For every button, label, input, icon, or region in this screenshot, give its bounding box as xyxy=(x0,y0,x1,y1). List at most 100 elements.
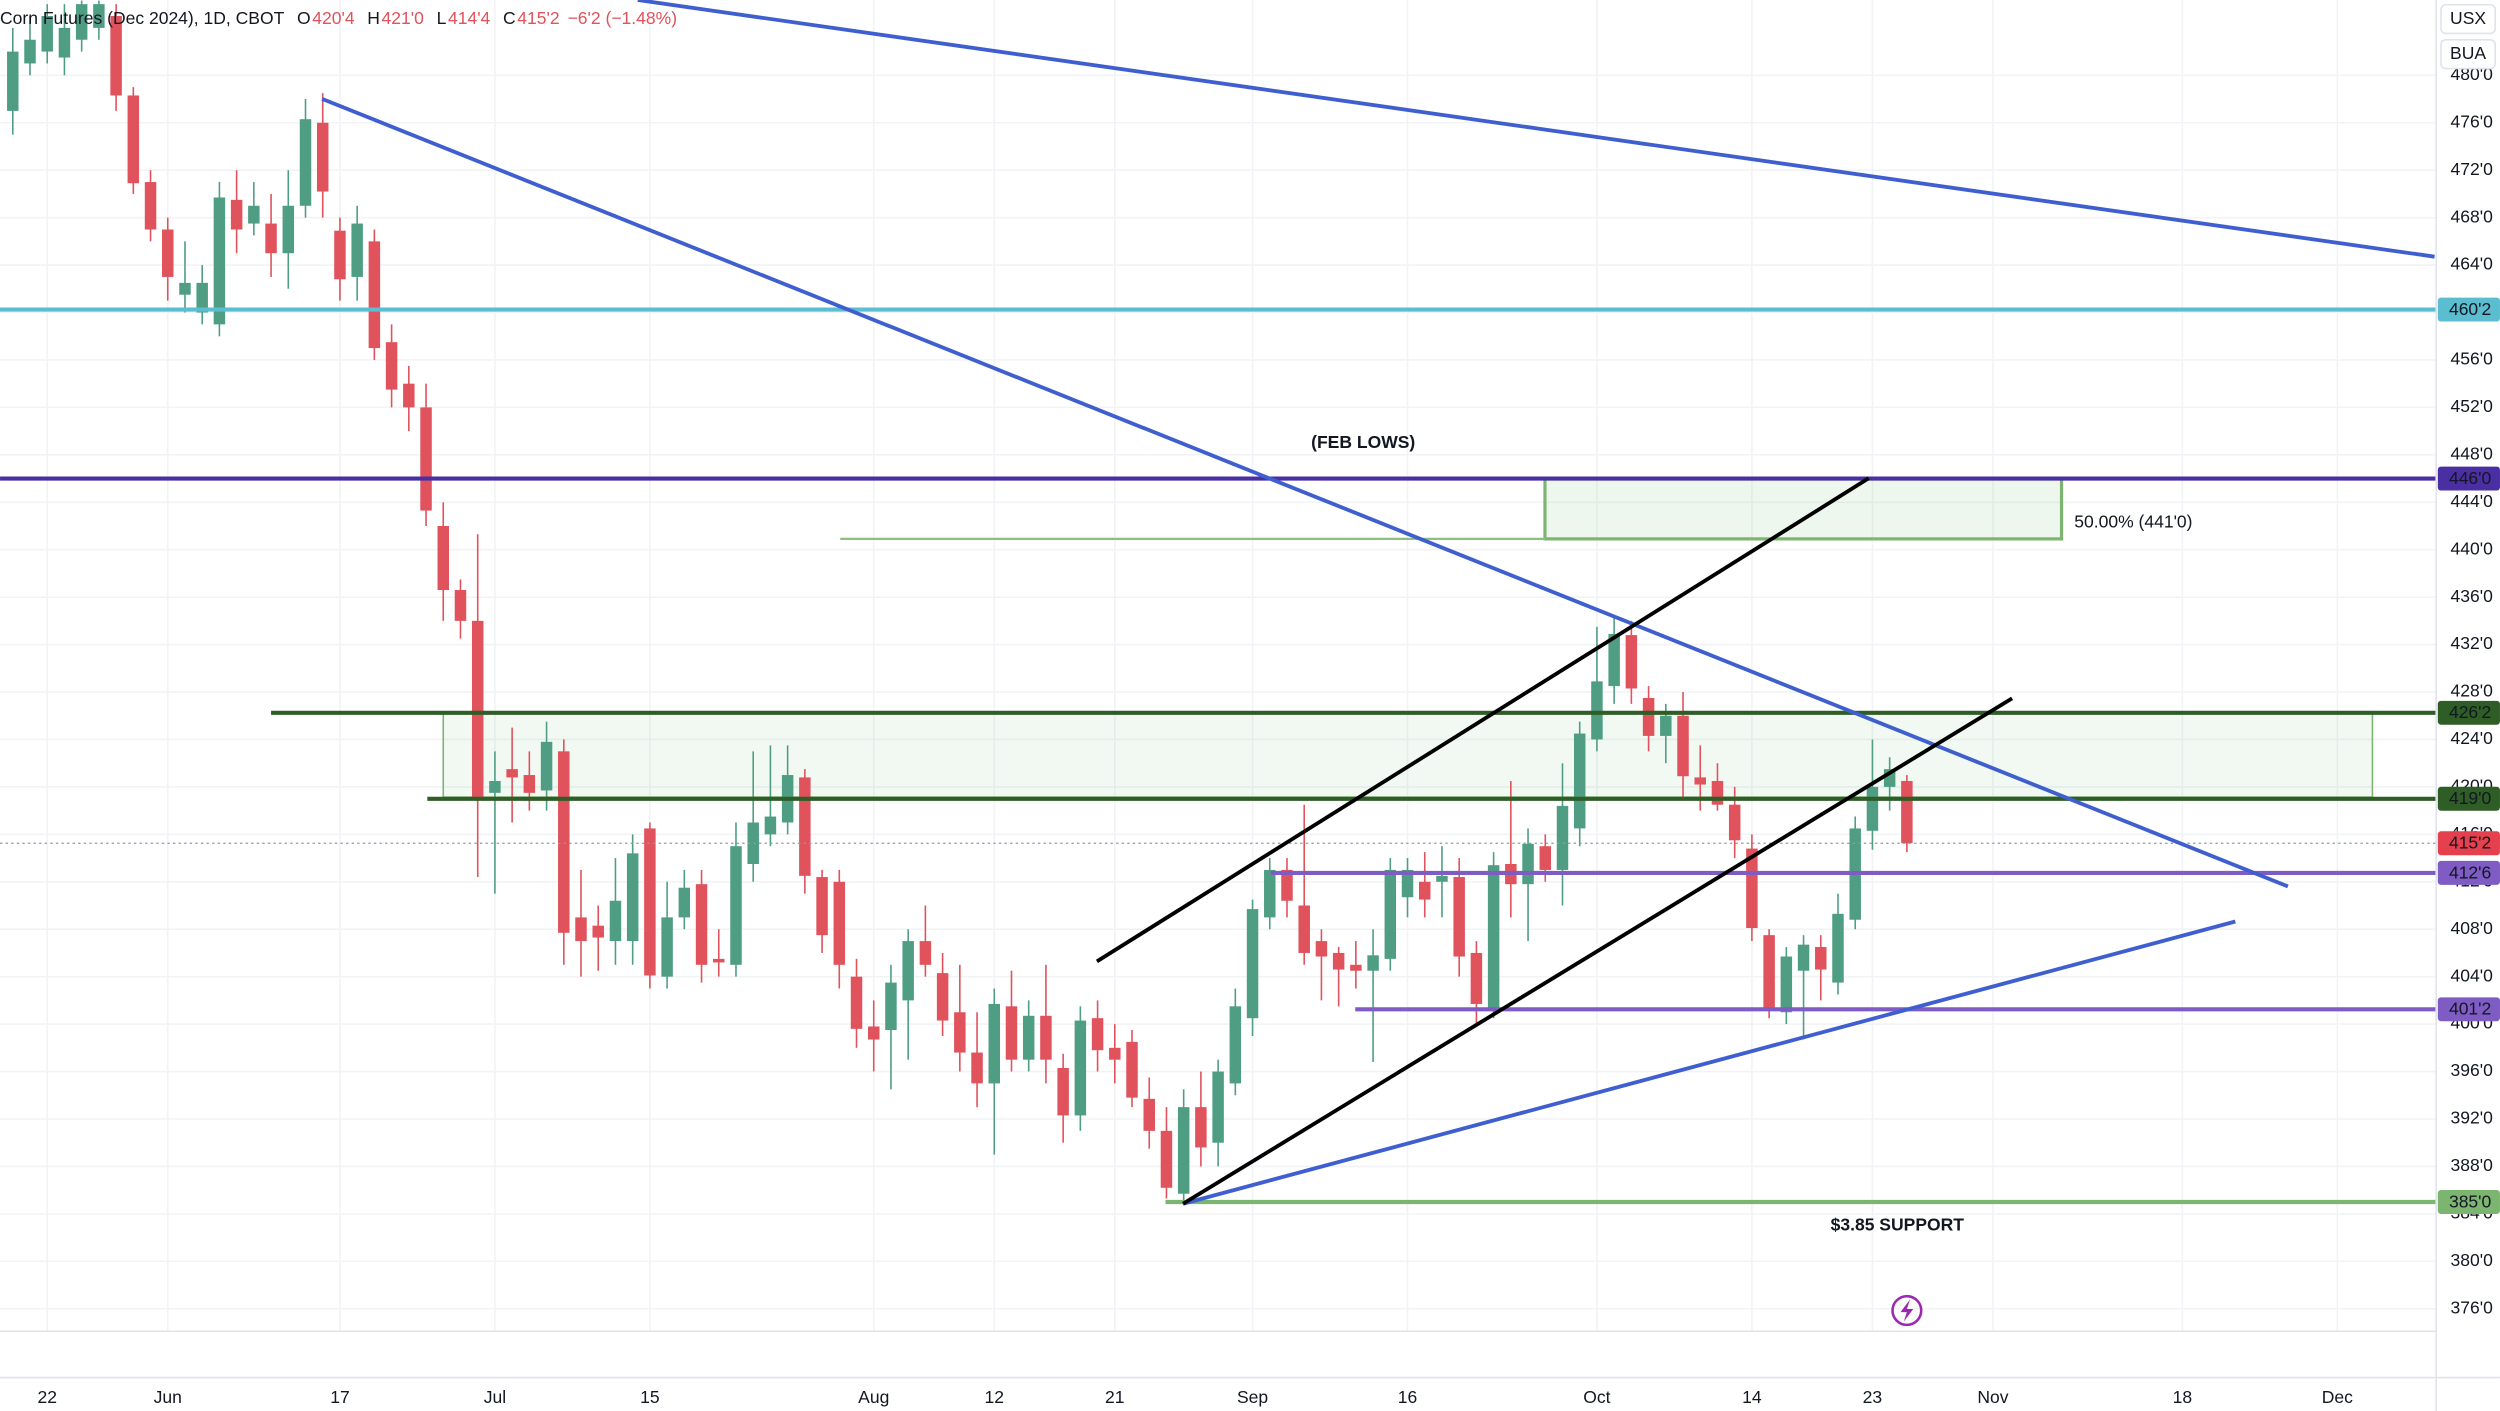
header-key: H xyxy=(367,8,380,28)
consolidation-zone xyxy=(442,711,2374,798)
y-tick-label: 380'0 xyxy=(2451,1250,2494,1270)
candle-body xyxy=(1246,909,1259,1019)
y-tick-label: 424'0 xyxy=(2451,728,2494,748)
candle-body xyxy=(1660,715,1672,736)
x-tick-label: 17 xyxy=(330,1387,349,1407)
candle-body xyxy=(1126,1041,1138,1098)
level-badge xyxy=(2437,997,2500,1022)
candle-body xyxy=(437,525,449,591)
candle-body xyxy=(1419,881,1431,900)
candle-body xyxy=(179,282,191,295)
header-key: C xyxy=(503,8,516,28)
candle-body xyxy=(1005,1006,1018,1060)
y-tick-label: 472'0 xyxy=(2451,159,2494,179)
candle-body xyxy=(1522,843,1534,885)
header-value: 420'4 xyxy=(312,8,355,28)
candle-body xyxy=(644,828,656,976)
alert-icon[interactable] xyxy=(1891,1294,1923,1327)
candle-body xyxy=(764,816,777,835)
candle-body xyxy=(1832,913,1844,983)
candle-body xyxy=(1866,786,1879,831)
candle-body xyxy=(368,241,381,349)
candle-body xyxy=(93,4,105,28)
y-tick-label: 448'0 xyxy=(2451,443,2494,463)
y-tick-label: 396'0 xyxy=(2451,1060,2494,1080)
candle-body xyxy=(1315,941,1328,957)
candle-body xyxy=(1160,1130,1173,1188)
x-tick-label: 14 xyxy=(1742,1387,1762,1407)
candle-body xyxy=(1470,952,1483,1004)
candle-body xyxy=(1074,1020,1087,1116)
candle-body xyxy=(919,941,932,965)
candle-body xyxy=(902,941,914,1001)
x-tick-label: Dec xyxy=(2322,1387,2353,1407)
symbol-header: Corn Futures (Dec 2024), 1D, CBOT O 420'4 H… xyxy=(0,8,677,28)
x-tick-label: 16 xyxy=(1398,1387,1417,1407)
candle-body xyxy=(196,282,208,313)
candle-body xyxy=(799,777,811,876)
candle-body xyxy=(1057,1067,1069,1116)
candle-body xyxy=(1091,1018,1104,1051)
candle-body xyxy=(1883,769,1896,787)
header-value: 415'2 xyxy=(517,8,559,28)
level-badge xyxy=(2437,860,2500,885)
candle-body xyxy=(1815,947,1827,970)
candle-body xyxy=(1212,1071,1224,1143)
y-tick-label: 432'0 xyxy=(2451,633,2494,653)
level-badge-label: 385'0 xyxy=(2449,1191,2492,1211)
candle-body xyxy=(127,95,140,184)
level-badge xyxy=(2437,786,2500,811)
axis-badge xyxy=(2440,3,2496,35)
candle-body xyxy=(1797,944,1810,971)
candle-body xyxy=(24,39,36,64)
annotation: $3.85 SUPPORT xyxy=(1831,1215,1965,1235)
candle-body xyxy=(1642,697,1655,736)
y-tick-label: 404'0 xyxy=(2451,965,2494,985)
candle-body xyxy=(162,229,174,277)
candle-body xyxy=(1040,1015,1052,1060)
candle-body xyxy=(1677,715,1689,777)
x-tick-label: 21 xyxy=(1105,1387,1124,1407)
annotation: 50.00% (441'0) xyxy=(2074,512,2192,532)
candle-body xyxy=(282,205,295,254)
candle-body xyxy=(1143,1098,1155,1131)
candle-body xyxy=(1195,1107,1207,1148)
candle-body xyxy=(7,51,19,111)
candle-body xyxy=(850,976,863,1029)
candle-body xyxy=(75,4,88,40)
candle-body xyxy=(351,223,363,277)
candle-body xyxy=(1746,848,1758,929)
y-tick-label: 376'0 xyxy=(2451,1297,2494,1317)
y-tick-label: 444'0 xyxy=(2451,491,2494,511)
y-tick-label: 428'0 xyxy=(2451,681,2494,701)
axis-badge-label: USX xyxy=(2450,8,2486,28)
trend-line xyxy=(1182,919,2236,1206)
candle-body xyxy=(1625,635,1638,689)
x-tick-label: 22 xyxy=(37,1387,56,1407)
alert-circle[interactable] xyxy=(1891,1294,1923,1327)
level-badge-label: 446'0 xyxy=(2449,468,2492,488)
candle-body xyxy=(1264,869,1276,918)
level-badge xyxy=(2437,466,2500,491)
candle-body xyxy=(626,853,639,942)
y-tick-label: 392'0 xyxy=(2451,1108,2494,1128)
candle-body xyxy=(213,197,226,325)
candle-body xyxy=(58,27,71,58)
candle-body xyxy=(403,383,415,408)
axis-badge xyxy=(2440,39,2496,70)
candle-body xyxy=(1901,780,1913,844)
y-tick-label: 456'0 xyxy=(2451,349,2494,369)
header-title: Corn Futures (Dec 2024), 1D, CBOT xyxy=(0,8,285,28)
x-tick-label: Aug xyxy=(858,1387,889,1407)
y-tick-label: 436'0 xyxy=(2451,586,2494,606)
x-tick-label: Nov xyxy=(1977,1387,2008,1407)
candle-body xyxy=(816,877,828,936)
candle-body xyxy=(1591,681,1603,740)
alert-bolt[interactable] xyxy=(1900,1299,1914,1322)
axis-badge-label: BUA xyxy=(2450,43,2486,63)
y-tick-label: 408'0 xyxy=(2451,918,2494,938)
level-badge xyxy=(2437,700,2500,725)
level-badge xyxy=(2437,831,2500,856)
